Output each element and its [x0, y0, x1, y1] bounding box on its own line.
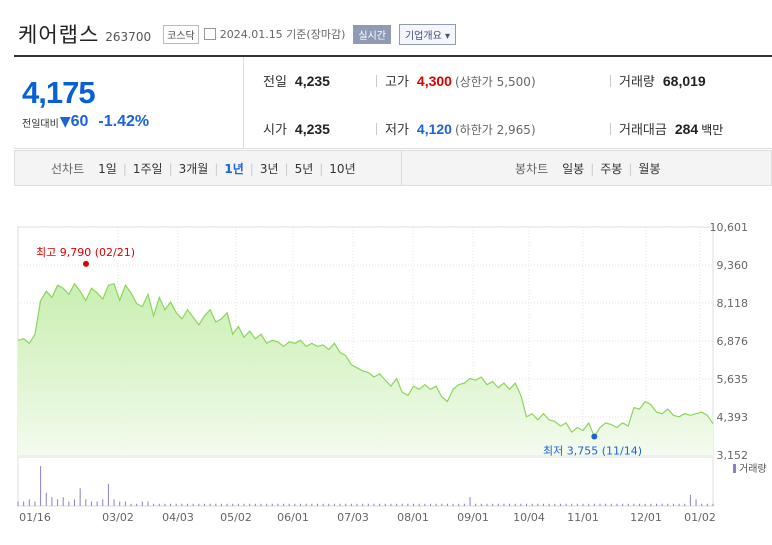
- line-chart-label: 선차트: [51, 162, 85, 176]
- tab-separator: |: [122, 161, 127, 176]
- x-tick-label: 06/01: [277, 511, 309, 524]
- current-price-block: 4,175 전일대비 ▼ 60 -1.42%: [14, 57, 244, 149]
- line-chart-tabs: 선차트 1일 | 1주일 | 3개월 | 1년 | 3년 | 5년 | 10년: [51, 160, 362, 177]
- x-tick-label: 01/16: [19, 511, 51, 524]
- quote-panel: 4,175 전일대비 ▼ 60 -1.42% 전일 4,235 고가 4,300 (상…: [14, 57, 772, 149]
- tab-separator: |: [284, 161, 289, 176]
- price-chart: 10,601 9,360 8,118 6,876 5,635 4,393 3,152 01/1…: [0, 186, 772, 541]
- open-label: 시가: [263, 123, 287, 138]
- amount-value: 284: [674, 121, 699, 137]
- change-label: 전일대비: [22, 118, 59, 130]
- company-info-label: 기업개요: [404, 30, 442, 42]
- quote-separator: [376, 123, 377, 135]
- amount-unit: 백만: [701, 123, 724, 137]
- candle-tab[interactable]: 일봉: [562, 162, 585, 176]
- chart-period-tabs: 선차트 1일 | 1주일 | 3개월 | 1년 | 3년 | 5년 | 10년 봉차트 일봉 | 주봉 | 월봉: [14, 150, 772, 186]
- price-chart-svg: 10,601 9,360 8,118 6,876 5,635 4,393 3,152 01/1…: [17, 221, 767, 524]
- y-tick-label: 10,601: [710, 221, 749, 234]
- high-value: 4,300: [416, 73, 452, 89]
- tab-divider: [401, 151, 402, 185]
- stock-code: 263700: [105, 30, 152, 44]
- quote-date: 2024.01.15 기준(장마감): [219, 28, 346, 41]
- candle-tab[interactable]: 월봉: [638, 162, 661, 176]
- header-divider: [14, 55, 772, 57]
- y-tick-label: 3,152: [717, 449, 749, 462]
- low-point-marker: [591, 433, 598, 440]
- x-tick-label: 10/04: [513, 511, 545, 524]
- tab-separator: |: [168, 161, 173, 176]
- amount-label: 거래대금: [619, 123, 667, 138]
- tab-separator: |: [249, 161, 254, 176]
- x-tick-label: 12/01: [630, 511, 662, 524]
- y-tick-label: 5,635: [717, 373, 749, 386]
- line-tab[interactable]: 10년: [329, 162, 356, 176]
- lower-limit: (하한가 2,965): [454, 123, 536, 137]
- quote-separator: [610, 75, 611, 87]
- low-value: 4,120: [416, 121, 452, 137]
- volume-value: 68,019: [662, 73, 706, 89]
- low-price: 저가 4,120 (하한가 2,965): [385, 119, 536, 138]
- candle-tab[interactable]: 주봉: [600, 162, 623, 176]
- line-tab[interactable]: 1주일: [132, 162, 163, 176]
- dropdown-arrow-icon: ▾: [444, 30, 451, 42]
- trade-amount: 거래대금 284 백만: [619, 119, 723, 138]
- y-tick-label: 4,393: [717, 411, 749, 424]
- low-annotation: 최저 3,755 (11/14): [543, 445, 642, 458]
- open-value: 4,235: [294, 121, 330, 137]
- change-amount: 60: [70, 113, 89, 130]
- x-tick-label: 03/02: [102, 511, 134, 524]
- tab-separator: |: [590, 161, 595, 176]
- x-tick-label: 07/03: [337, 511, 369, 524]
- x-tick-label: 11/01: [567, 511, 599, 524]
- tab-separator: |: [628, 161, 633, 176]
- line-tab[interactable]: 5년: [294, 162, 314, 176]
- volume-legend: 거래량: [739, 463, 767, 475]
- x-tick-label: 04/03: [162, 511, 194, 524]
- volume: 거래량 68,019: [619, 71, 706, 90]
- prev-close-value: 4,235: [294, 73, 330, 89]
- high-label: 고가: [385, 75, 409, 90]
- low-label: 저가: [385, 123, 409, 138]
- x-tick-label: 09/01: [457, 511, 489, 524]
- candle-chart-tabs: 봉차트 일봉 | 주봉 | 월봉: [515, 160, 667, 177]
- volume-legend-swatch: [733, 464, 736, 473]
- y-tick-label: 6,876: [717, 335, 749, 348]
- tab-separator: |: [214, 161, 219, 176]
- change-percent: -1.42%: [98, 113, 150, 130]
- calendar-icon: [203, 28, 216, 40]
- down-arrow-icon: ▼: [59, 114, 71, 130]
- upper-limit: (상한가 5,500): [454, 75, 536, 89]
- realtime-button[interactable]: 실시간: [353, 24, 391, 44]
- market-badge: 코스닥: [163, 24, 199, 44]
- high-price: 고가 4,300 (상한가 5,500): [385, 71, 536, 90]
- tab-separator: |: [319, 161, 324, 176]
- x-tick-label: 01/02: [684, 511, 716, 524]
- volume-label: 거래량: [619, 75, 655, 90]
- open-price: 시가 4,235: [263, 119, 330, 138]
- high-point-marker: [83, 260, 89, 267]
- volume-frame: [17, 456, 714, 507]
- y-tick-label: 8,118: [717, 297, 749, 310]
- candle-chart-label: 봉차트: [515, 162, 549, 176]
- line-tab[interactable]: 3년: [259, 162, 279, 176]
- x-tick-label: 05/02: [220, 511, 252, 524]
- line-tab[interactable]: 3개월: [178, 162, 209, 176]
- line-tab[interactable]: 1년: [224, 162, 244, 176]
- prev-close: 전일 4,235: [263, 71, 330, 90]
- current-price: 4,175: [22, 75, 96, 110]
- y-tick-label: 9,360: [717, 259, 749, 272]
- x-tick-label: 08/01: [397, 511, 429, 524]
- stock-name: 케어랩스: [18, 23, 100, 47]
- price-line: [17, 282, 714, 438]
- high-annotation: 최고 9,790 (02/21): [36, 246, 135, 259]
- prev-close-label: 전일: [263, 75, 287, 90]
- stock-header: 케어랩스 263700 코스닥 2024.01.15 기준(장마감) 실시간 기…: [18, 17, 457, 51]
- company-info-button[interactable]: 기업개요 ▾: [398, 23, 457, 45]
- quote-separator: [610, 123, 611, 135]
- price-change: 전일대비 ▼ 60 -1.42%: [22, 113, 149, 131]
- price-area-fill: [18, 283, 713, 455]
- line-tab[interactable]: 1일: [98, 162, 117, 176]
- quote-separator: [376, 75, 377, 87]
